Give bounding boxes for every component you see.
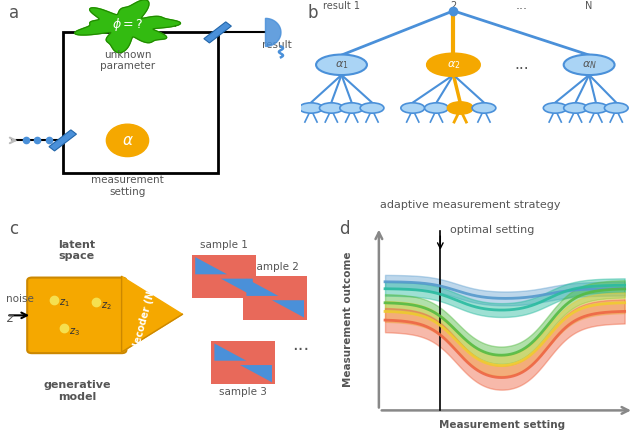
- Text: ...: ...: [515, 0, 527, 12]
- Text: $z_1$: $z_1$: [59, 298, 70, 309]
- Ellipse shape: [319, 103, 343, 113]
- Ellipse shape: [316, 54, 367, 75]
- Circle shape: [106, 124, 148, 156]
- Polygon shape: [211, 341, 275, 384]
- Ellipse shape: [424, 103, 449, 113]
- Polygon shape: [122, 276, 182, 352]
- Text: ...: ...: [514, 57, 529, 72]
- Text: ...: ...: [357, 98, 366, 108]
- Text: measurement
setting: measurement setting: [91, 175, 164, 197]
- Bar: [63, 32, 218, 173]
- Polygon shape: [75, 0, 180, 53]
- Text: $z_2$: $z_2$: [101, 300, 111, 311]
- Text: noise: noise: [6, 294, 35, 305]
- Text: optimal setting: optimal setting: [449, 225, 534, 235]
- Ellipse shape: [360, 103, 384, 113]
- Ellipse shape: [401, 103, 424, 113]
- Polygon shape: [246, 279, 278, 296]
- Text: 2: 2: [451, 0, 456, 11]
- Ellipse shape: [604, 103, 628, 113]
- Ellipse shape: [472, 103, 496, 113]
- Ellipse shape: [564, 54, 614, 75]
- Ellipse shape: [299, 103, 323, 113]
- Polygon shape: [195, 257, 227, 274]
- Text: sample 3: sample 3: [220, 387, 267, 397]
- Text: $\alpha$: $\alpha$: [122, 133, 133, 148]
- Text: sample 2: sample 2: [252, 262, 299, 272]
- Text: a: a: [9, 4, 19, 22]
- Ellipse shape: [340, 103, 364, 113]
- Polygon shape: [192, 255, 256, 298]
- Polygon shape: [221, 279, 253, 296]
- Text: latent
space: latent space: [58, 240, 95, 261]
- Text: ...: ...: [469, 98, 478, 108]
- Ellipse shape: [584, 103, 608, 113]
- Text: sample 1: sample 1: [200, 240, 248, 251]
- Polygon shape: [49, 130, 76, 151]
- Polygon shape: [266, 19, 281, 47]
- Ellipse shape: [428, 54, 479, 75]
- Text: $\alpha_1$: $\alpha_1$: [335, 59, 348, 71]
- Polygon shape: [240, 365, 272, 382]
- Polygon shape: [272, 300, 304, 318]
- Text: N: N: [586, 0, 593, 11]
- Text: $\alpha_2$: $\alpha_2$: [447, 59, 460, 71]
- Ellipse shape: [449, 103, 472, 113]
- Text: ...: ...: [602, 98, 611, 108]
- FancyBboxPatch shape: [28, 277, 127, 353]
- Text: adaptive measurement strategy: adaptive measurement strategy: [380, 200, 561, 210]
- Text: $z_3$: $z_3$: [69, 326, 80, 337]
- Ellipse shape: [564, 103, 588, 113]
- Text: decoder (NN): decoder (NN): [131, 278, 160, 351]
- Text: Measurement outcome: Measurement outcome: [343, 252, 353, 388]
- Text: d: d: [339, 220, 349, 238]
- Text: result: result: [262, 40, 292, 51]
- Text: c: c: [10, 220, 19, 238]
- Text: unknown
parameter: unknown parameter: [100, 50, 155, 71]
- Text: ...: ...: [292, 336, 309, 354]
- Text: Measurement setting: Measurement setting: [438, 420, 565, 430]
- Text: b: b: [308, 4, 318, 22]
- Polygon shape: [204, 22, 231, 43]
- Text: $z$: $z$: [6, 312, 15, 325]
- Text: $\alpha_N$: $\alpha_N$: [582, 59, 596, 71]
- Text: generative
model: generative model: [43, 380, 111, 402]
- Text: result 1: result 1: [323, 0, 360, 11]
- Polygon shape: [214, 343, 246, 361]
- Ellipse shape: [543, 103, 567, 113]
- Text: $\phi{=}?$: $\phi{=}?$: [112, 16, 143, 33]
- Polygon shape: [243, 276, 307, 320]
